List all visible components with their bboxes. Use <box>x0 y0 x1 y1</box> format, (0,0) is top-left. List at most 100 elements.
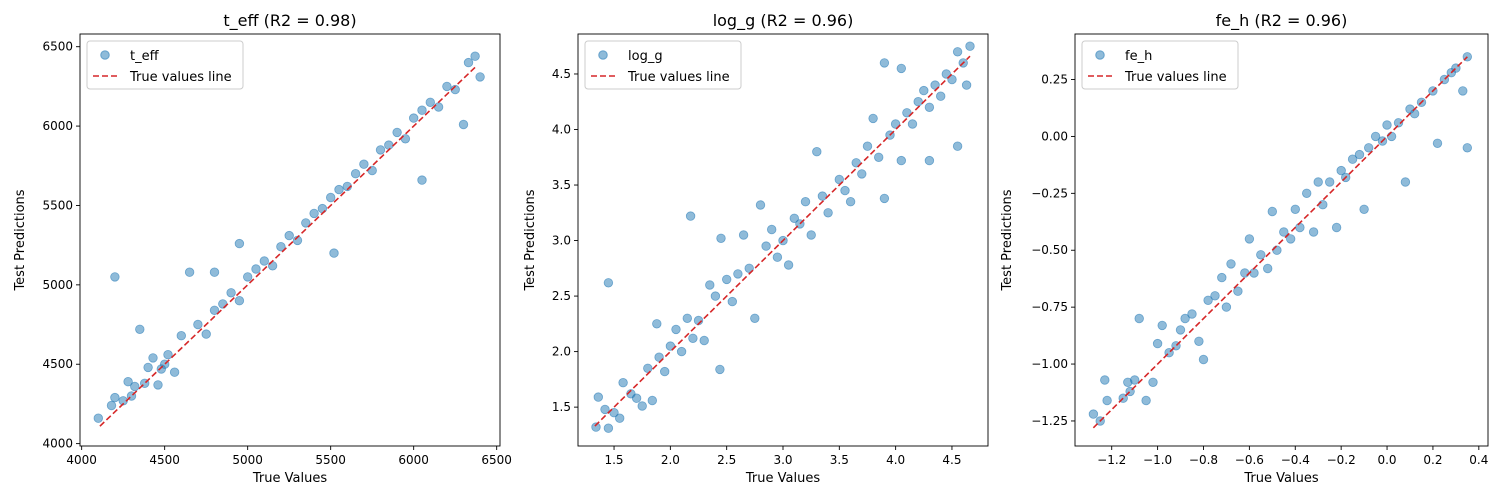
data-point <box>1386 131 1397 142</box>
data-point <box>603 423 614 433</box>
data-point <box>913 96 923 107</box>
data-point <box>600 404 610 415</box>
x-tick-label: 4500 <box>149 453 180 467</box>
data-point <box>879 58 890 68</box>
data-point <box>1324 177 1335 187</box>
y-tick-label: 5000 <box>42 278 73 292</box>
x-tick-label: −0.6 <box>1235 453 1264 467</box>
data-point <box>1354 149 1365 160</box>
data-point <box>1400 177 1411 187</box>
data-point <box>767 224 777 235</box>
data-point <box>463 57 474 68</box>
data-point <box>309 208 319 219</box>
data-point <box>947 74 957 85</box>
data-point <box>1290 204 1301 215</box>
x-tick-label: 5500 <box>315 453 346 467</box>
legend: t_eff True values line <box>86 40 244 90</box>
data-point <box>135 324 145 335</box>
data-point <box>685 211 696 221</box>
data-point <box>110 272 120 282</box>
data-point <box>941 69 952 79</box>
data-point <box>1331 222 1342 233</box>
y-tick-label: −1.00 <box>1031 357 1068 371</box>
data-point <box>276 241 286 252</box>
data-point <box>593 392 604 402</box>
y-axis-label: Test Predictions <box>13 189 28 291</box>
x-tick-label: 0.0 <box>1377 453 1396 467</box>
data-point <box>1210 291 1220 301</box>
data-point <box>603 278 614 288</box>
data-point <box>106 400 117 411</box>
true-values-line <box>594 55 971 427</box>
data-point <box>952 47 963 57</box>
chart-title: t_eff (R2 = 0.98) <box>223 11 356 31</box>
x-tick-label: 6500 <box>481 453 512 467</box>
data-point <box>176 331 187 341</box>
data-point <box>153 380 163 390</box>
data-point <box>654 352 664 362</box>
data-point <box>896 155 907 166</box>
legend-label-points: log_g <box>628 49 663 64</box>
y-axis-label: Test Predictions <box>1000 189 1015 291</box>
data-point <box>857 169 867 179</box>
x-tick-label: 3.0 <box>773 453 792 467</box>
chart-title: log_g (R2 = 0.96) <box>713 11 854 31</box>
data-point <box>1262 263 1273 274</box>
data-point <box>874 152 884 163</box>
y-tick-label: 4.0 <box>552 123 571 137</box>
legend-marker-points <box>100 50 110 60</box>
data-point <box>902 108 912 118</box>
data-point <box>442 81 452 92</box>
data-point <box>1088 409 1099 419</box>
data-point <box>1347 154 1358 164</box>
y-tick-label: −1.25 <box>1031 414 1068 428</box>
data-point <box>789 213 800 224</box>
scatter-points <box>1088 52 1473 426</box>
legend-label-line: True values line <box>1124 70 1227 85</box>
y-axis-label: Test Predictions <box>523 189 538 291</box>
data-point <box>840 185 850 196</box>
data-point <box>676 346 687 357</box>
data-point <box>417 105 427 115</box>
data-point <box>1102 395 1112 406</box>
data-point <box>334 184 344 195</box>
data-point <box>130 381 140 392</box>
x-tick-label: 4000 <box>66 453 97 467</box>
data-point <box>1152 338 1163 349</box>
x-tick-label: 5000 <box>232 453 263 467</box>
data-point <box>1313 177 1323 187</box>
x-tick-label: 2.0 <box>661 453 680 467</box>
x-tick-label: 4.5 <box>942 453 961 467</box>
x-tick-label: −0.4 <box>1281 453 1310 467</box>
data-point <box>744 263 754 274</box>
y-tick-label: 2.5 <box>552 289 571 303</box>
data-point <box>1370 131 1381 142</box>
data-point <box>896 63 907 74</box>
data-point <box>1129 375 1140 385</box>
data-point <box>350 168 361 179</box>
data-point <box>609 408 619 418</box>
data-point <box>1180 313 1190 324</box>
data-point <box>1256 250 1266 260</box>
legend-label-points: fe_h <box>1125 49 1152 64</box>
data-point <box>367 165 377 176</box>
y-tick-label: −0.25 <box>1031 186 1068 200</box>
y-tick-label: 3.0 <box>552 234 571 248</box>
data-point <box>800 196 811 207</box>
data-point <box>425 97 436 108</box>
data-point <box>671 324 681 335</box>
data-point <box>868 113 878 124</box>
data-point <box>699 335 709 346</box>
x-tick-label: −0.2 <box>1327 453 1356 467</box>
axes-frame <box>79 33 501 447</box>
data-point <box>755 200 766 210</box>
x-tick-label: 0.2 <box>1423 453 1442 467</box>
data-point <box>834 174 845 185</box>
data-point <box>1141 395 1151 406</box>
y-tick-label: 3.5 <box>552 178 571 192</box>
data-point <box>1217 272 1227 283</box>
data-point <box>1221 302 1232 312</box>
data-point <box>907 119 918 129</box>
x-tick-label: −1.2 <box>1097 453 1126 467</box>
data-point <box>1148 377 1158 388</box>
